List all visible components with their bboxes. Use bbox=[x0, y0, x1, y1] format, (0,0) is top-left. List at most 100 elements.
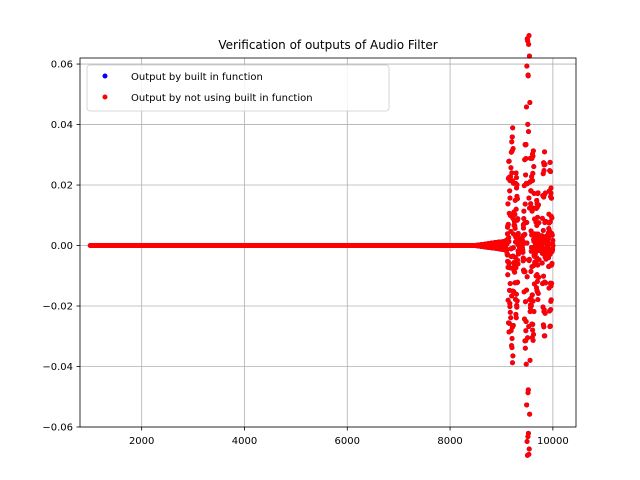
legend-label-built-in: Output by built in function bbox=[131, 72, 263, 83]
data-point bbox=[505, 221, 511, 227]
axes-frame bbox=[79, 57, 577, 428]
y-tick-label: 0.04 bbox=[51, 120, 73, 131]
data-point bbox=[536, 220, 542, 226]
x-tick-label: 2000 bbox=[129, 436, 154, 447]
data-point bbox=[506, 158, 512, 164]
data-point bbox=[535, 290, 541, 296]
data-point bbox=[523, 104, 529, 110]
data-point bbox=[531, 164, 537, 170]
data-point bbox=[549, 280, 555, 286]
data-point bbox=[510, 353, 516, 359]
data-point bbox=[527, 411, 533, 417]
data-point bbox=[513, 170, 519, 176]
data-point bbox=[548, 190, 554, 196]
data-point bbox=[513, 315, 519, 321]
data-point bbox=[510, 125, 516, 131]
data-point bbox=[515, 216, 521, 222]
data-point bbox=[505, 272, 511, 278]
data-point bbox=[526, 53, 532, 59]
data-point bbox=[508, 174, 514, 180]
data-point bbox=[504, 247, 510, 253]
data-point bbox=[531, 309, 537, 315]
data-point bbox=[512, 211, 518, 217]
data-point bbox=[514, 182, 520, 188]
data-point bbox=[528, 245, 534, 251]
data-point bbox=[528, 303, 534, 309]
data-point bbox=[523, 319, 529, 325]
data-point bbox=[529, 292, 535, 298]
data-point bbox=[548, 185, 554, 191]
data-point bbox=[526, 129, 532, 135]
data-point bbox=[541, 168, 547, 174]
data-point bbox=[514, 196, 520, 202]
data-point bbox=[515, 279, 521, 285]
data-point bbox=[528, 269, 534, 275]
data-point bbox=[547, 219, 553, 225]
data-point bbox=[526, 195, 532, 201]
data-point bbox=[536, 257, 542, 263]
y-axis: −0.06 −0.04 −0.02 0.00 0.02 0.04 0.06 bbox=[42, 60, 80, 434]
data-point bbox=[523, 328, 529, 334]
data-point bbox=[526, 256, 532, 262]
legend-box bbox=[86, 64, 390, 112]
data-point bbox=[524, 402, 530, 408]
legend-marker-not-built-in bbox=[102, 94, 108, 100]
data-point bbox=[542, 310, 548, 316]
data-point bbox=[522, 345, 528, 351]
data-point bbox=[542, 190, 548, 196]
data-point bbox=[535, 214, 541, 220]
data-point bbox=[509, 335, 515, 341]
chart-title: Verification of outputs of Audio Filter bbox=[218, 38, 437, 52]
data-point bbox=[524, 439, 530, 445]
data-point bbox=[548, 195, 554, 201]
data-point bbox=[547, 323, 553, 329]
data-point bbox=[530, 298, 536, 304]
y-tick-label: −0.02 bbox=[42, 302, 73, 313]
data-point bbox=[530, 170, 536, 176]
data-point bbox=[525, 335, 531, 341]
data-point bbox=[522, 201, 528, 207]
data-point bbox=[541, 273, 547, 279]
y-tick-label: −0.04 bbox=[42, 362, 73, 373]
data-point bbox=[515, 257, 521, 263]
data-point bbox=[508, 315, 514, 321]
data-point bbox=[542, 161, 548, 167]
data-point bbox=[527, 357, 533, 363]
data-point bbox=[530, 327, 536, 333]
data-point bbox=[548, 169, 554, 175]
data-point bbox=[521, 216, 527, 222]
data-point bbox=[525, 121, 531, 127]
data-point bbox=[530, 321, 536, 327]
data-point bbox=[520, 225, 526, 231]
data-point bbox=[535, 297, 541, 303]
data-point bbox=[510, 322, 516, 328]
data-point bbox=[548, 297, 554, 303]
data-point bbox=[525, 430, 531, 436]
data-point bbox=[543, 280, 549, 286]
data-point bbox=[515, 261, 521, 267]
data-point bbox=[523, 172, 529, 178]
data-point bbox=[530, 153, 536, 159]
data-point bbox=[528, 228, 534, 234]
data-point bbox=[532, 251, 538, 257]
data-point bbox=[510, 146, 516, 152]
data-point bbox=[522, 231, 528, 237]
data-point bbox=[524, 240, 530, 246]
x-axis: 2000 4000 6000 8000 10000 bbox=[129, 427, 569, 447]
data-point bbox=[513, 175, 519, 181]
data-point bbox=[527, 100, 533, 106]
data-point bbox=[534, 278, 540, 284]
series-1 bbox=[87, 33, 556, 458]
data-point bbox=[506, 239, 512, 245]
data-point bbox=[509, 293, 515, 299]
y-tick-label: 0.06 bbox=[51, 60, 73, 71]
data-point bbox=[535, 262, 541, 268]
data-point bbox=[540, 228, 546, 234]
data-point bbox=[521, 256, 527, 262]
data-point bbox=[526, 33, 532, 39]
x-tick-label: 6000 bbox=[335, 436, 360, 447]
data-point bbox=[512, 269, 518, 275]
data-point bbox=[510, 245, 516, 251]
x-tick-label: 4000 bbox=[232, 436, 257, 447]
